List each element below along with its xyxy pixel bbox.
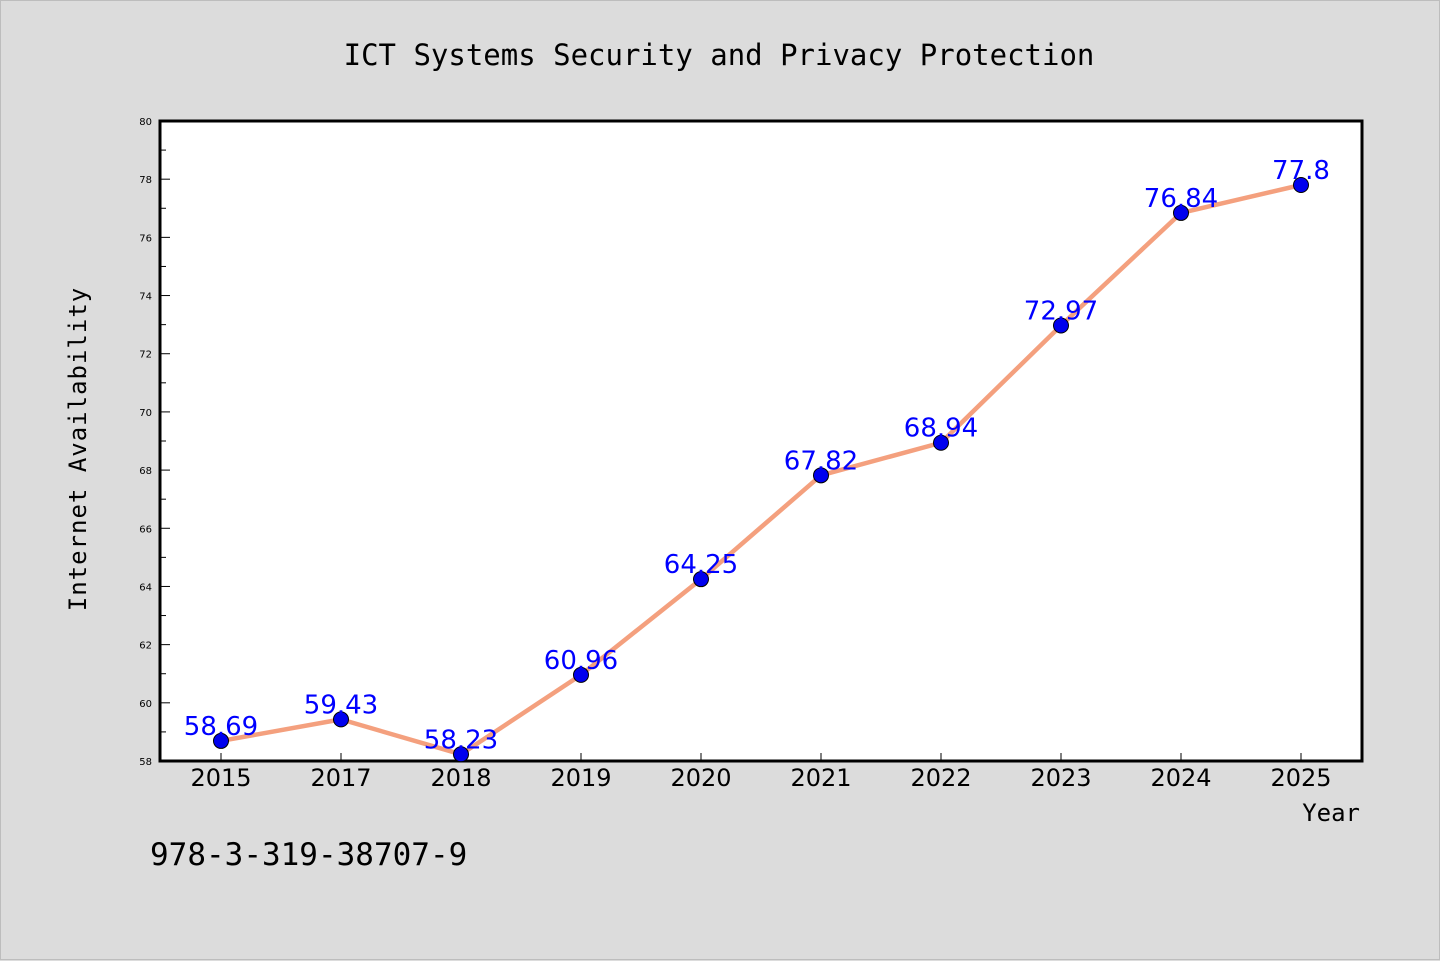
data-point <box>453 746 469 763</box>
y-tick-label: 58 <box>139 757 152 768</box>
data-point <box>1293 177 1309 193</box>
series-line <box>220 182 1302 757</box>
x-axis: 2015 2017 2018 2019 2020 2021 2022 2023 2024 2025 <box>190 753 1332 792</box>
isbn-text: 978-3-319-38707-9 <box>150 837 467 873</box>
x-tick-label: 2023 <box>1030 764 1091 792</box>
data-point <box>333 711 349 728</box>
x-tick-label: 2018 <box>430 764 491 792</box>
data-label: 72.97 <box>1024 297 1098 327</box>
y-tick-label: 68 <box>139 466 152 477</box>
data-label: 76.84 <box>1144 184 1218 214</box>
x-tick-label: 2020 <box>670 764 731 792</box>
y-tick-label: 80 <box>139 117 152 128</box>
x-tick-label: 2022 <box>910 764 971 792</box>
data-markers <box>213 177 1309 763</box>
x-axis-label: Year <box>1302 799 1360 827</box>
data-label: 64.25 <box>664 550 738 580</box>
data-label: 58.69 <box>184 712 258 742</box>
x-tick-label: 2015 <box>190 764 251 792</box>
x-tick-label: 2017 <box>310 764 371 792</box>
data-label: 77.8 <box>1272 156 1330 186</box>
data-point <box>213 732 229 749</box>
data-point <box>573 666 589 683</box>
x-tick-label: 2025 <box>1270 764 1331 792</box>
data-point <box>813 467 829 484</box>
y-tick-label: 60 <box>139 699 152 710</box>
plot-area <box>158 119 1364 763</box>
data-point <box>693 571 709 588</box>
data-label: 60.96 <box>544 646 618 676</box>
data-label: 59.43 <box>304 690 378 720</box>
y-tick-label: 72 <box>139 350 152 361</box>
data-label: 68.94 <box>904 414 978 444</box>
y-tick-label: 78 <box>139 175 152 186</box>
x-tick-label: 2019 <box>550 764 611 792</box>
y-tick-label: 62 <box>139 641 152 652</box>
data-labels: 58.69 59.43 58.23 60.96 64.25 67.82 68.94 72.97… <box>184 156 1330 755</box>
data-point <box>1053 317 1069 334</box>
y-tick-label: 76 <box>139 233 152 244</box>
y-axis-label: Internet Availability <box>64 287 92 611</box>
y-tick-label: 66 <box>139 524 152 535</box>
chart-title: ICT Systems Security and Privacy Protect… <box>344 38 1095 72</box>
y-tick-label: 64 <box>139 582 152 593</box>
data-point <box>1173 204 1189 221</box>
y-tick-label: 74 <box>139 292 152 303</box>
data-label: 58.23 <box>424 725 498 755</box>
y-axis: 58 60 62 64 66 68 70 72 74 76 78 80 <box>139 117 170 768</box>
x-tick-label: 2021 <box>790 764 851 792</box>
x-tick-label: 2024 <box>1150 764 1211 792</box>
y-tick-label: 70 <box>139 408 152 419</box>
data-point <box>933 434 949 451</box>
data-label: 67.82 <box>784 446 858 476</box>
